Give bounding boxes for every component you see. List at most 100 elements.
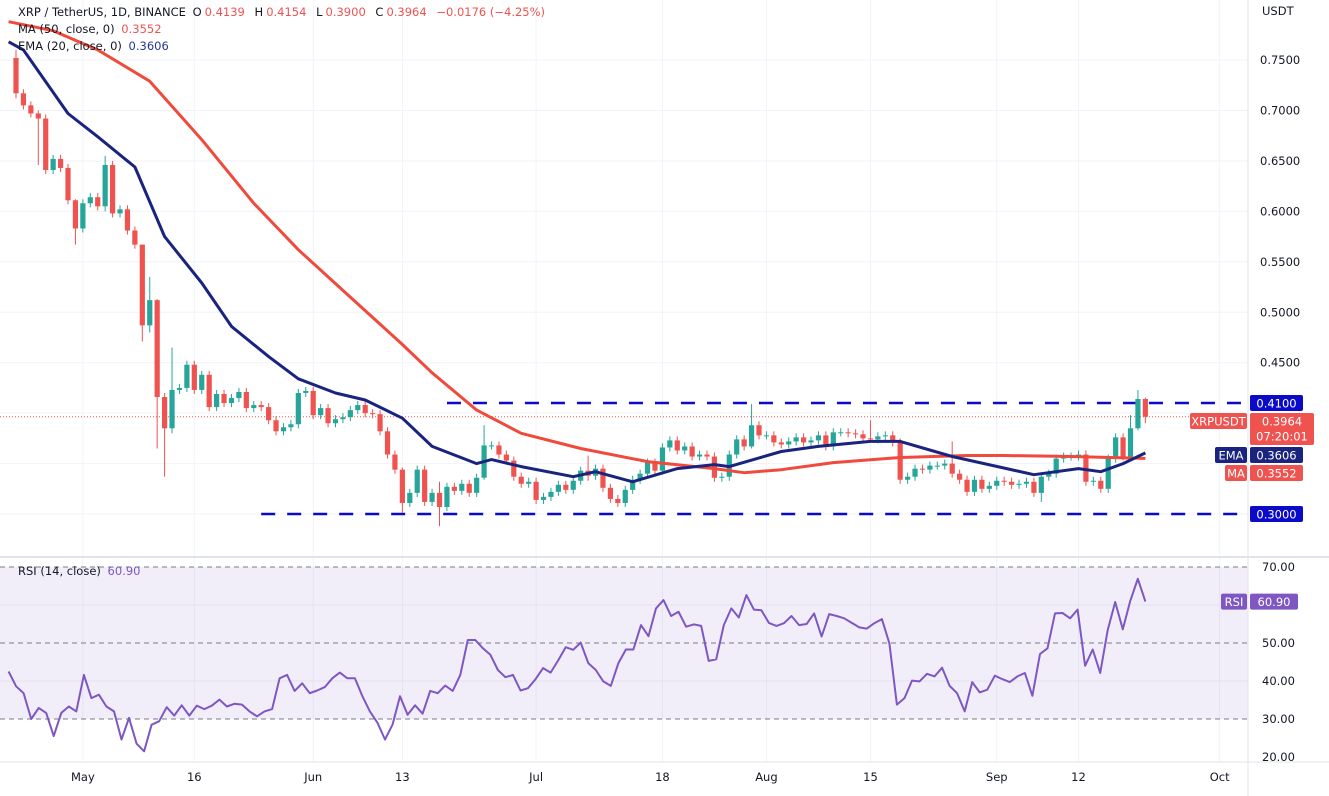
candle-body — [756, 425, 762, 436]
candle-body — [808, 440, 814, 443]
candle-body — [1127, 428, 1134, 457]
ma-price-badge: 0.3552 — [1256, 467, 1296, 481]
candle-body — [102, 164, 108, 207]
candle-body — [748, 425, 755, 447]
candle-body — [176, 387, 183, 390]
ma-price-badge-bg — [1250, 465, 1303, 482]
candle-body — [882, 435, 888, 437]
candle-body — [741, 439, 747, 447]
candle-body — [251, 405, 257, 409]
candle-body — [1009, 481, 1015, 485]
bar-countdown: 07:20:01 — [1256, 430, 1308, 444]
candle-body — [303, 390, 309, 393]
candle-body — [526, 481, 532, 484]
candle-body — [511, 460, 517, 477]
candle-body — [288, 424, 294, 428]
ma-legend[interactable]: MA (50, close, 0) 0.3552 — [18, 21, 165, 37]
change-value: −0.0176 (−4.25%) — [436, 5, 546, 19]
candle-body — [957, 473, 963, 480]
candle-body — [362, 405, 368, 414]
price-tick-label: 0.7500 — [1260, 53, 1300, 67]
candle-body — [35, 113, 41, 119]
candle-body — [838, 432, 844, 434]
time-tick-label: 12 — [1071, 770, 1086, 784]
candle-body — [830, 432, 836, 447]
ema-legend[interactable]: EMA (20, close, 0) 0.3606 — [18, 38, 172, 54]
candle-body — [191, 364, 197, 390]
candle-body — [370, 413, 376, 415]
time-tick-label: May — [71, 770, 95, 784]
candle-body — [786, 441, 792, 445]
candle-body — [214, 393, 220, 408]
rsi-name-badge-bg — [1221, 593, 1247, 610]
candle-body — [964, 479, 970, 492]
candle-body — [332, 419, 339, 424]
candle-body — [295, 392, 301, 425]
candle-body — [273, 420, 279, 432]
candle-body — [852, 433, 859, 435]
high-label: H — [254, 5, 264, 19]
rsi-tick-label: 40.00 — [1262, 674, 1295, 688]
candle-body — [778, 442, 784, 445]
candle-body — [377, 414, 383, 432]
price-tick-label: 0.4500 — [1260, 356, 1300, 370]
candle-body — [459, 483, 465, 491]
candle-body — [50, 158, 56, 170]
rsi-legend[interactable]: RSI (14, close) 60.90 — [18, 563, 143, 579]
candle-body — [763, 435, 770, 437]
candle-body — [325, 408, 331, 424]
candle-body — [823, 435, 829, 447]
resistance-price-badge-bg — [1250, 395, 1303, 412]
candle-body — [845, 432, 851, 434]
candle-body — [206, 374, 212, 408]
candle-body — [65, 167, 71, 201]
rsi-value-badge-bg — [1250, 593, 1298, 610]
candle-body — [147, 300, 153, 326]
candle-body — [912, 468, 918, 477]
candle-body — [169, 389, 175, 429]
candle-body — [630, 479, 636, 490]
high-value: 0.4154 — [266, 5, 307, 19]
ema20-line[interactable] — [7, 40, 1147, 484]
candle-body — [1098, 480, 1104, 489]
candle-body — [13, 57, 19, 94]
low-value: 0.3900 — [325, 5, 366, 19]
candle-body — [266, 407, 272, 421]
candle-body — [228, 398, 235, 404]
candle-body — [607, 487, 613, 499]
candle-body — [20, 93, 27, 106]
candle-body — [243, 391, 249, 409]
open-value: 0.4139 — [204, 5, 245, 19]
low-label: L — [316, 5, 323, 19]
candle-body — [994, 480, 1000, 486]
currency-label: USDT — [1262, 4, 1295, 18]
candle-body — [28, 105, 34, 114]
candle-body — [1135, 399, 1141, 429]
candle-body — [1105, 458, 1111, 489]
symbol-title: XRP / TetherUS, 1D, BINANCE — [18, 5, 186, 19]
close-label: C — [375, 5, 384, 19]
ema-name-badge: EMA — [1218, 449, 1243, 463]
candle-body — [488, 445, 495, 447]
candle-body — [905, 476, 911, 480]
candle-body — [407, 492, 413, 503]
ema-name-badge-bg — [1215, 447, 1247, 464]
candle-body — [109, 164, 116, 214]
rsi-tick-label: 50.00 — [1262, 636, 1295, 650]
candle-body — [340, 417, 346, 420]
candle-body — [734, 439, 740, 455]
time-tick-label: Sep — [986, 770, 1008, 784]
candle-body — [644, 462, 651, 474]
candle-body — [199, 374, 205, 390]
candle-body — [399, 469, 405, 503]
candle-body — [87, 197, 93, 204]
ma50-line[interactable] — [8, 20, 1146, 475]
rsi-line[interactable] — [7, 577, 1147, 753]
candle-body — [154, 300, 160, 398]
candle-body — [466, 483, 472, 493]
candle-body — [942, 463, 948, 466]
candle-body — [637, 473, 643, 480]
support-price-badge: 0.3000 — [1256, 508, 1296, 522]
candle-body — [1090, 480, 1096, 482]
